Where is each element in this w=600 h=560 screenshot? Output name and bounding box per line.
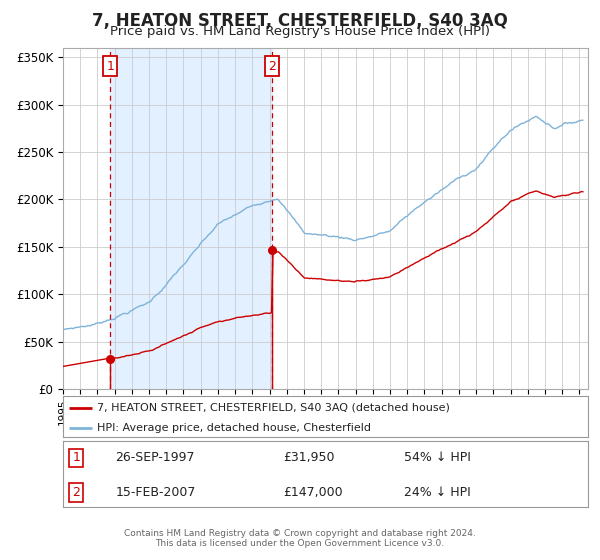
Text: £147,000: £147,000 [284,486,343,499]
Text: 54% ↓ HPI: 54% ↓ HPI [404,451,471,464]
Text: 2: 2 [268,59,275,73]
Text: 26-SEP-1997: 26-SEP-1997 [115,451,195,464]
Text: 7, HEATON STREET, CHESTERFIELD, S40 3AQ: 7, HEATON STREET, CHESTERFIELD, S40 3AQ [92,12,508,30]
Text: 2: 2 [72,486,80,499]
Bar [110,48,272,389]
Text: Contains HM Land Registry data © Crown copyright and database right 2024.: Contains HM Land Registry data © Crown c… [124,529,476,538]
Text: 1: 1 [72,451,80,464]
Text: 1: 1 [106,59,114,73]
Text: 7, HEATON STREET, CHESTERFIELD, S40 3AQ (detached house): 7, HEATON STREET, CHESTERFIELD, S40 3AQ … [97,403,450,413]
Text: 15-FEB-2007: 15-FEB-2007 [115,486,196,499]
Text: 24% ↓ HPI: 24% ↓ HPI [404,486,471,499]
Text: £31,950: £31,950 [284,451,335,464]
Text: HPI: Average price, detached house, Chesterfield: HPI: Average price, detached house, Ches… [97,423,371,433]
Text: This data is licensed under the Open Government Licence v3.0.: This data is licensed under the Open Gov… [155,539,445,548]
Text: Price paid vs. HM Land Registry's House Price Index (HPI): Price paid vs. HM Land Registry's House … [110,25,490,38]
